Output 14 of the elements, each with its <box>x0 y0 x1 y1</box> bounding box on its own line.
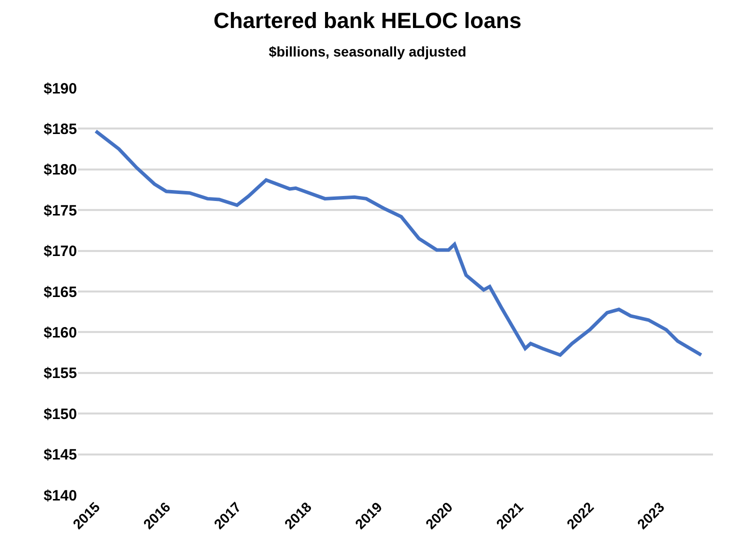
y-tick-label: $165 <box>44 284 77 301</box>
y-tick-label: $155 <box>44 365 77 382</box>
y-tick-label: $180 <box>44 162 77 179</box>
y-tick-label: $185 <box>44 120 77 138</box>
chart-title: Chartered bank HELOC loans <box>213 8 522 33</box>
chart-subtitle: $billions, seasonally adjusted <box>268 43 466 60</box>
y-tick-label: $175 <box>44 202 77 220</box>
y-tick-label: $150 <box>44 406 77 423</box>
y-tick-label: $145 <box>44 446 77 464</box>
line-series <box>94 129 703 357</box>
y-tick-label: $160 <box>44 324 77 342</box>
y-tick-label: $140 <box>44 487 77 504</box>
y-tick-label: $170 <box>44 243 77 260</box>
y-tick-label: $190 <box>44 80 77 98</box>
